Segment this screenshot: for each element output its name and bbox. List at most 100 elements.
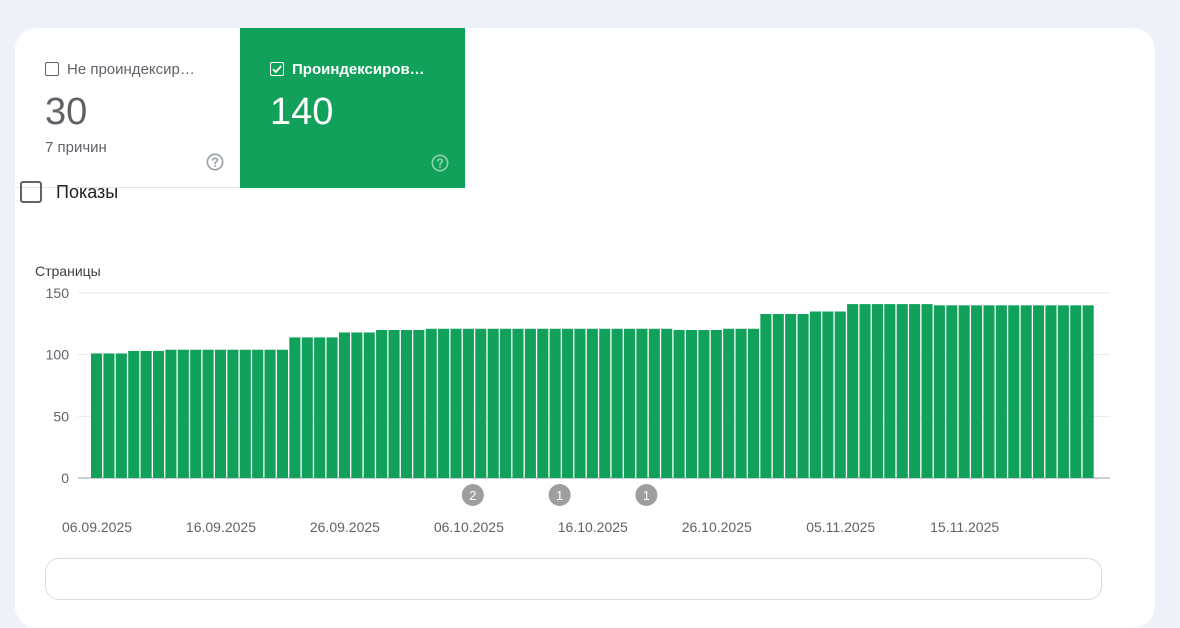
bar xyxy=(214,349,227,478)
annotation-marker xyxy=(635,484,658,506)
indexed-checkbox[interactable] xyxy=(270,62,284,76)
impressions-toggle[interactable]: Показы xyxy=(20,181,118,203)
indexed-tile[interactable]: Проиндексирова… 140 xyxy=(240,28,465,188)
bar xyxy=(227,349,239,478)
y-tick-label: 100 xyxy=(46,347,70,363)
bar xyxy=(1033,305,1045,478)
bar xyxy=(512,328,524,478)
bar xyxy=(252,349,264,478)
not-indexed-count: 30 xyxy=(45,91,88,133)
bar xyxy=(871,304,883,478)
impressions-label: Показы xyxy=(56,181,119,202)
bar xyxy=(91,353,103,478)
bar xyxy=(103,353,115,478)
bar xyxy=(995,305,1007,478)
bar xyxy=(450,328,462,478)
bar xyxy=(909,304,921,478)
bar xyxy=(264,349,276,478)
bar xyxy=(301,337,313,478)
bar xyxy=(1020,305,1032,478)
bar xyxy=(487,328,499,478)
bar xyxy=(785,313,797,478)
bar xyxy=(673,330,685,478)
bar xyxy=(896,304,908,478)
bar xyxy=(549,328,561,478)
bar xyxy=(822,311,834,478)
bar xyxy=(239,349,251,478)
bar xyxy=(314,337,326,478)
x-tick-label: 26.09.2025 xyxy=(310,519,380,535)
bar xyxy=(760,313,772,478)
bar xyxy=(921,304,933,478)
bar xyxy=(946,305,958,478)
y-tick-label: 50 xyxy=(53,408,69,424)
x-tick-label: 06.10.2025 xyxy=(434,519,504,535)
x-tick-label: 26.10.2025 xyxy=(682,519,752,535)
bar xyxy=(351,332,363,478)
bar xyxy=(611,328,623,478)
bar xyxy=(698,330,710,478)
x-tick-label: 06.09.2025 xyxy=(62,519,132,535)
not-indexed-tile[interactable]: Не проиндексир… 30 7 причин xyxy=(15,28,240,188)
bar xyxy=(1008,305,1020,478)
bar xyxy=(326,337,338,478)
annotation-label: 1 xyxy=(556,488,563,503)
bar xyxy=(289,337,301,478)
bar xyxy=(462,328,474,478)
bar xyxy=(574,328,586,478)
bar xyxy=(413,330,425,478)
bar xyxy=(165,349,177,478)
bar xyxy=(772,313,784,478)
bar xyxy=(847,304,859,478)
impressions-checkbox[interactable] xyxy=(20,181,42,203)
bar xyxy=(747,328,760,478)
x-tick-label: 05.11.2025 xyxy=(806,519,875,535)
bar xyxy=(562,328,574,478)
bar xyxy=(1045,305,1057,478)
bar xyxy=(1082,305,1094,478)
bar xyxy=(958,305,970,478)
bar xyxy=(177,349,189,478)
bar xyxy=(475,328,487,478)
bar xyxy=(685,330,698,478)
y-tick-label: 150 xyxy=(46,285,70,301)
bar xyxy=(1070,305,1082,478)
annotation-label: 2 xyxy=(469,488,476,503)
bar xyxy=(648,328,660,478)
bar xyxy=(859,304,871,478)
annotation-label: 1 xyxy=(643,488,650,503)
bar xyxy=(586,328,598,478)
bar xyxy=(834,311,846,478)
y-tick-label: 0 xyxy=(61,470,69,486)
help-icon[interactable] xyxy=(206,153,224,171)
bar xyxy=(933,305,945,478)
bar xyxy=(500,328,512,478)
bar xyxy=(971,305,983,478)
annotation-marker xyxy=(461,484,484,506)
bar xyxy=(636,328,648,478)
y-axis-label: Страницы xyxy=(35,263,101,279)
checkmark-icon xyxy=(272,65,282,74)
bar xyxy=(376,330,388,478)
bar xyxy=(537,328,549,478)
bar xyxy=(388,330,400,478)
bar xyxy=(723,328,735,478)
bar xyxy=(1057,305,1069,478)
indexed-pages-chart: Страницы 150 100 50 0 06.09.2025 16.09.2025 26.… xyxy=(35,263,1110,535)
bar xyxy=(338,332,350,478)
indexed-count: 140 xyxy=(270,91,334,133)
not-indexed-checkbox[interactable] xyxy=(45,62,59,76)
bar xyxy=(735,328,747,478)
bar xyxy=(661,328,673,478)
bar xyxy=(128,350,140,478)
bar xyxy=(190,349,202,478)
bar xyxy=(797,313,809,478)
not-indexed-reasons: 7 причин xyxy=(45,139,107,156)
bar xyxy=(524,328,536,478)
bar xyxy=(710,330,722,478)
bar xyxy=(884,304,896,478)
help-icon[interactable] xyxy=(431,154,449,172)
bar xyxy=(425,328,437,478)
x-tick-label: 16.09.2025 xyxy=(186,519,256,535)
bar xyxy=(276,349,289,478)
